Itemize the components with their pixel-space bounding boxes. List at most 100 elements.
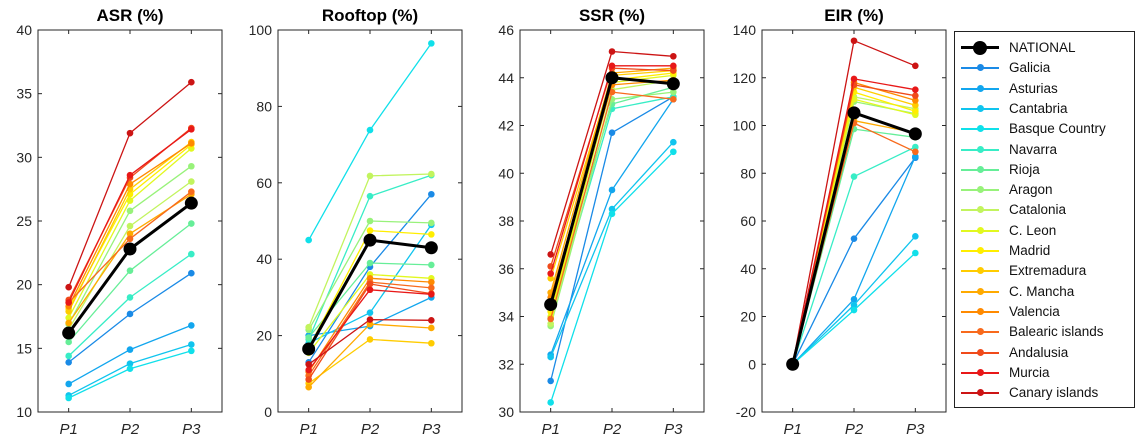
series-balearic-islands	[547, 88, 677, 323]
data-point	[428, 278, 435, 286]
series-line	[792, 100, 916, 365]
y-tick-label: 20	[256, 328, 272, 344]
x-tick-label: P3	[422, 421, 441, 438]
data-point	[547, 251, 554, 258]
series-catalonia	[305, 170, 435, 331]
data-point	[547, 399, 554, 406]
legend-label: Murcia	[1009, 364, 1050, 380]
legend-swatch-marker	[977, 226, 984, 234]
series-canary-islands	[65, 78, 195, 291]
data-point	[850, 75, 858, 83]
y-tick-label: 40	[498, 165, 514, 181]
data-point	[305, 236, 312, 244]
y-tick-label: 15	[16, 340, 32, 356]
series-national	[62, 196, 198, 340]
y-tick-label: 140	[733, 22, 757, 38]
data-point	[544, 298, 558, 312]
data-point	[305, 334, 312, 341]
data-point	[363, 233, 377, 247]
legend-label: C. Mancha	[1009, 283, 1075, 299]
data-point	[366, 227, 374, 234]
data-point	[850, 296, 858, 303]
data-point	[366, 192, 374, 200]
data-point	[188, 341, 195, 348]
series-murcia	[65, 126, 195, 306]
series-murcia	[305, 286, 435, 374]
legend-swatch-marker	[977, 348, 984, 356]
legend-item: Extremadura	[955, 261, 1134, 281]
data-point	[912, 148, 919, 156]
legend-label: Madrid	[1009, 243, 1051, 258]
data-point	[608, 48, 616, 55]
legend-item: Catalonia	[955, 200, 1134, 220]
data-point	[670, 62, 677, 70]
legend-item: Andalusia	[955, 343, 1134, 363]
y-tick-label: 40	[740, 261, 756, 277]
y-tick-label: 32	[498, 356, 514, 372]
legend-swatch-marker	[977, 247, 984, 254]
y-tick-label: 10	[16, 404, 32, 420]
legend-label: Navarra	[1009, 141, 1058, 157]
chart-panel-4: EIR (%) -20 0 20 40 60 80 100 120 140 P1 P2 P3	[733, 6, 947, 438]
legend-swatch-marker	[977, 84, 984, 92]
legend-swatch-marker	[977, 186, 984, 194]
legend-swatch-marker	[977, 165, 984, 173]
data-point	[547, 270, 554, 277]
data-point	[428, 324, 435, 332]
legend-swatch-marker	[977, 389, 984, 397]
legend-swatch-marker	[977, 328, 984, 336]
data-point	[428, 231, 435, 238]
series-asturias	[65, 322, 195, 388]
data-point	[62, 326, 76, 340]
x-tick-label: P3	[182, 421, 201, 438]
x-tick-label: P2	[845, 421, 864, 438]
data-point	[305, 383, 312, 391]
data-point	[428, 261, 435, 269]
y-tick-label: 36	[498, 261, 514, 277]
legend-swatch-marker	[977, 307, 984, 315]
data-point	[850, 301, 858, 309]
data-point	[126, 197, 134, 204]
data-point	[126, 346, 134, 353]
series-national	[302, 233, 438, 356]
data-point	[428, 40, 435, 47]
data-point	[188, 322, 195, 329]
data-point	[366, 172, 374, 180]
legend-swatch-marker	[977, 104, 984, 112]
series-c-leon	[789, 95, 919, 368]
series-extremadura	[305, 336, 435, 387]
data-point	[126, 365, 134, 373]
chart-legend: NATIONAL Galicia Asturias Cantabria Basque C…	[954, 31, 1135, 408]
legend-label: Aragon	[1009, 182, 1053, 198]
data-point	[608, 129, 616, 136]
data-point	[126, 360, 134, 367]
series-canary-islands	[547, 48, 677, 258]
series-asturias	[789, 153, 919, 368]
y-tick-label: 60	[740, 213, 756, 229]
series-line	[68, 324, 192, 385]
chart-panel-3: SSR (%) 30 32 34 36 38 40 42 44 46 P1 P2 P3	[498, 6, 705, 438]
y-tick-label: 38	[498, 213, 514, 229]
chart-title: SSR (%)	[579, 6, 645, 25]
chart-panel-1: ASR (%) 10 15 20 25 30 35 40 P1 P2 P3	[16, 6, 223, 438]
data-point	[366, 336, 374, 343]
data-point	[670, 67, 677, 74]
legend-item: Aragon	[955, 180, 1134, 200]
data-point	[547, 377, 554, 385]
legend-item: C. Leon	[955, 221, 1134, 241]
series-line	[792, 91, 916, 365]
data-point	[188, 140, 195, 147]
data-point	[65, 283, 72, 291]
series-line	[792, 157, 916, 365]
y-tick-label: 100	[249, 22, 273, 38]
legend-item: C. Mancha	[955, 282, 1134, 302]
data-point	[65, 352, 72, 360]
data-point	[65, 359, 72, 366]
legend-swatch-marker	[977, 125, 984, 133]
legend-swatch-marker	[977, 64, 984, 72]
x-tick-label: P2	[121, 421, 140, 438]
data-point	[366, 126, 374, 134]
data-point	[188, 78, 195, 86]
y-tick-label: 120	[733, 70, 757, 86]
data-point	[366, 217, 374, 225]
